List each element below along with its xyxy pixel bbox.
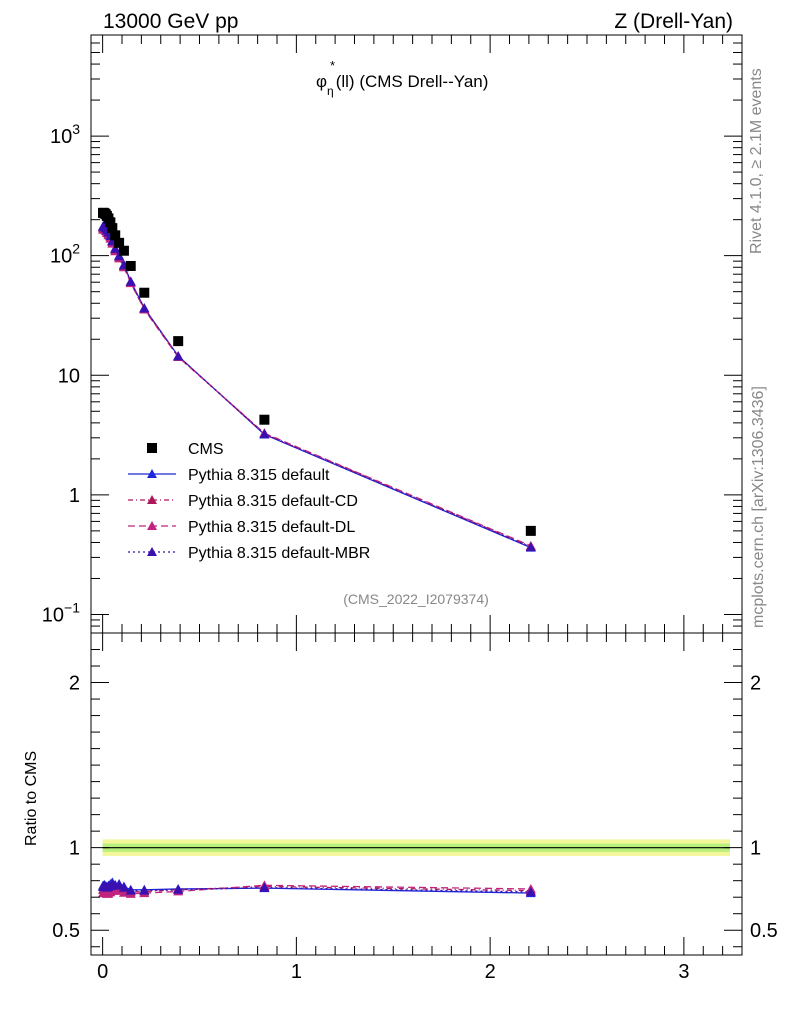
ratio-tick-label-right: 1 <box>750 838 761 860</box>
series-3-point <box>125 276 136 286</box>
legend-marker-2 <box>147 521 157 530</box>
x-tick-label: 0 <box>97 961 108 983</box>
series-3-ratio-point <box>259 882 270 892</box>
header-process: 13000 GeV pp <box>103 10 238 33</box>
legend-label-1: Pythia 8.315 default-CD <box>188 493 358 510</box>
plot-title: φη (ll) (CMS Drell--Yan) <box>316 72 488 98</box>
y-tick-exponent: −1 <box>64 599 80 615</box>
legend-marker-1 <box>147 495 157 504</box>
y-tick-base: 1 <box>69 485 80 507</box>
ratio-tick-label-right: 2 <box>750 673 761 695</box>
y-tick-base: 10 <box>50 246 72 268</box>
ratio-tick-label-right: 0.5 <box>750 920 778 942</box>
data-point <box>110 230 121 241</box>
legend-label-3: Pythia 8.315 default-MBR <box>188 545 370 562</box>
rivet-version-label: Rivet 4.1.0, ≥ 2.1M events <box>748 68 765 254</box>
y-tick-label: 103 <box>50 121 80 148</box>
series-3-ratio-point <box>118 882 129 892</box>
legend-marker-3 <box>147 547 157 556</box>
header-channel: Z (Drell-Yan) <box>614 10 733 33</box>
series-3-ratio-point <box>525 886 536 896</box>
series-3-ratio-point <box>125 885 136 895</box>
analysis-id: (CMS_2022_I2079374) <box>343 591 489 607</box>
data-point <box>173 336 184 347</box>
data-point <box>125 260 136 271</box>
title-symbol: φ <box>316 72 327 91</box>
y-tick-base: 10 <box>50 126 72 148</box>
legend-marker-data <box>147 443 157 453</box>
data-point <box>114 237 125 248</box>
y-tick-label: 1 <box>69 485 80 507</box>
y-tick-exponent: 3 <box>72 121 80 137</box>
y-tick-label: 102 <box>50 241 80 268</box>
legend-label-0: Pythia 8.315 default <box>188 467 330 484</box>
series-3-point <box>110 243 121 253</box>
y-tick-label: 10−1 <box>42 599 80 626</box>
ratio-panel-frame <box>90 632 743 956</box>
data-point <box>525 525 536 536</box>
series-3-point <box>139 303 150 313</box>
y-tick-base: 10 <box>42 604 64 626</box>
series-3-point <box>173 351 184 361</box>
title-star: * <box>330 58 335 73</box>
title-rest: (ll) (CMS Drell--Yan) <box>336 72 489 91</box>
y-tick-label: 10 <box>58 365 80 387</box>
legend-marker-0 <box>147 469 157 478</box>
ratio-tick-label-left: 0.5 <box>52 920 80 942</box>
series-3-ratio-point <box>173 884 184 894</box>
series-3-point <box>525 542 536 552</box>
title-subscript: η <box>327 84 334 98</box>
y-tick-exponent: 2 <box>72 241 80 257</box>
ratio-ylabel: Ratio to CMS <box>23 751 40 846</box>
x-tick-label: 1 <box>291 961 302 983</box>
data-point <box>118 245 129 256</box>
legend-label-2: Pythia 8.315 default-DL <box>188 519 355 536</box>
y-tick-base: 10 <box>58 365 80 387</box>
data-point <box>139 287 150 298</box>
x-tick-label: 3 <box>678 961 689 983</box>
data-point <box>107 223 118 234</box>
ratio-tick-label-left: 2 <box>69 673 80 695</box>
data-point <box>105 217 116 228</box>
x-tick-label: 2 <box>485 961 496 983</box>
series-3-ratio-point <box>139 885 150 895</box>
mcplots-label: mcplots.cern.ch [arXiv:1306.3436] <box>750 386 767 628</box>
ratio-tick-label-left: 1 <box>69 838 80 860</box>
series-3-point <box>259 429 270 439</box>
series-3-ratio-point <box>114 880 125 890</box>
data-point <box>259 414 270 425</box>
legend-label-data: CMS <box>188 441 224 458</box>
